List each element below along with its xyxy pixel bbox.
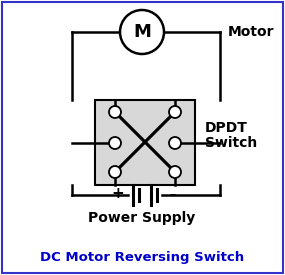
Circle shape: [169, 166, 181, 178]
Text: -: -: [169, 186, 175, 202]
Text: M: M: [133, 23, 151, 41]
Text: +: +: [112, 186, 124, 202]
Text: Motor: Motor: [228, 25, 274, 39]
Bar: [95, 100, 195, 185]
Circle shape: [109, 137, 121, 149]
Circle shape: [120, 10, 164, 54]
Text: Switch: Switch: [205, 136, 257, 150]
Circle shape: [109, 166, 121, 178]
Text: DC Motor Reversing Switch: DC Motor Reversing Switch: [40, 251, 244, 263]
Circle shape: [169, 106, 181, 118]
Circle shape: [109, 106, 121, 118]
Text: Power Supply: Power Supply: [88, 211, 196, 225]
Circle shape: [169, 137, 181, 149]
Text: DPDT: DPDT: [205, 121, 248, 135]
